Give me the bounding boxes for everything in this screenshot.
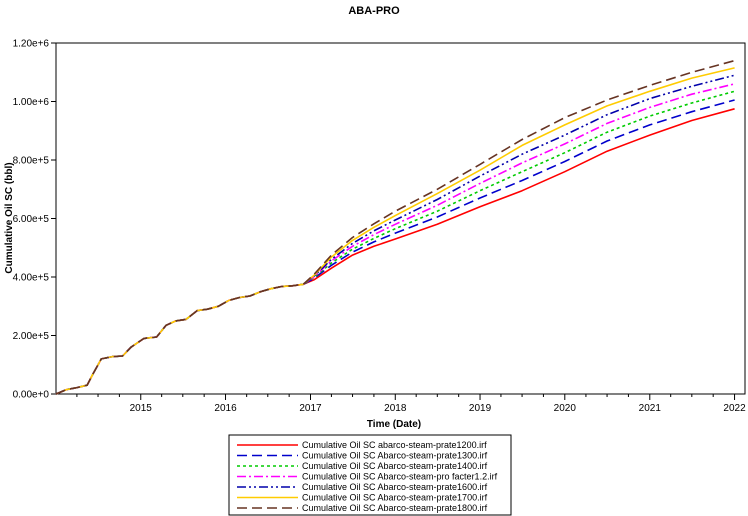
y-tick-label: 1.00e+6 (13, 97, 50, 108)
x-tick-label: 2020 (554, 403, 577, 414)
y-axis: 0.00e+0 2.00e+5 4.00e+5 6.00e+5 8.00e+5 1.00e… (13, 39, 56, 401)
x-tick-label: 2015 (130, 403, 153, 414)
x-tick-label: 2021 (639, 403, 662, 414)
x-tick-label: 2019 (469, 403, 492, 414)
legend-label: Cumulative Oil SC Abarco-steam-prate1700… (302, 493, 488, 503)
y-axis-title: Cumulative Oil SC (bbl) (4, 162, 15, 273)
legend-label: Cumulative Oil SC Abarco-steam-prate1600… (302, 482, 488, 492)
series-layer (55, 59, 735, 395)
x-axis: 2015 2016 2017 2018 2019 2020 2021 2022 (76, 394, 746, 414)
legend-box (228, 434, 512, 516)
y-tick-label: 4.00e+5 (13, 273, 50, 284)
y-tick-label: 0.00e+0 (13, 390, 50, 401)
legend-label: Cumulative Oil SC Abarco-steam-prate1400… (302, 461, 488, 471)
x-axis-title: Time (Date) (367, 419, 421, 430)
y-tick-label: 1.20e+6 (13, 39, 50, 50)
chart-title: ABA-PRO (348, 5, 400, 17)
x-tick-label: 2022 (723, 403, 746, 414)
legend-label: Cumulative Oil SC Abarco-steam-pro facte… (302, 472, 498, 482)
legend-label: Cumulative Oil SC abarco-steam-prate1200… (302, 440, 487, 450)
x-tick-label: 2016 (214, 403, 237, 414)
legend: Cumulative Oil SC abarco-steam-prate1200… (237, 440, 498, 513)
y-tick-label: 2.00e+5 (13, 331, 50, 342)
y-tick-label: 8.00e+5 (13, 156, 50, 167)
x-tick-label: 2017 (299, 403, 322, 414)
legend-label: Cumulative Oil SC Abarco-steam-prate1800… (302, 503, 488, 513)
series-line-7 (55, 59, 735, 395)
legend-label: Cumulative Oil SC Abarco-steam-prate1300… (302, 451, 488, 461)
y-tick-label: 6.00e+5 (13, 214, 50, 225)
x-tick-label: 2018 (384, 403, 407, 414)
plot-area (55, 42, 746, 395)
